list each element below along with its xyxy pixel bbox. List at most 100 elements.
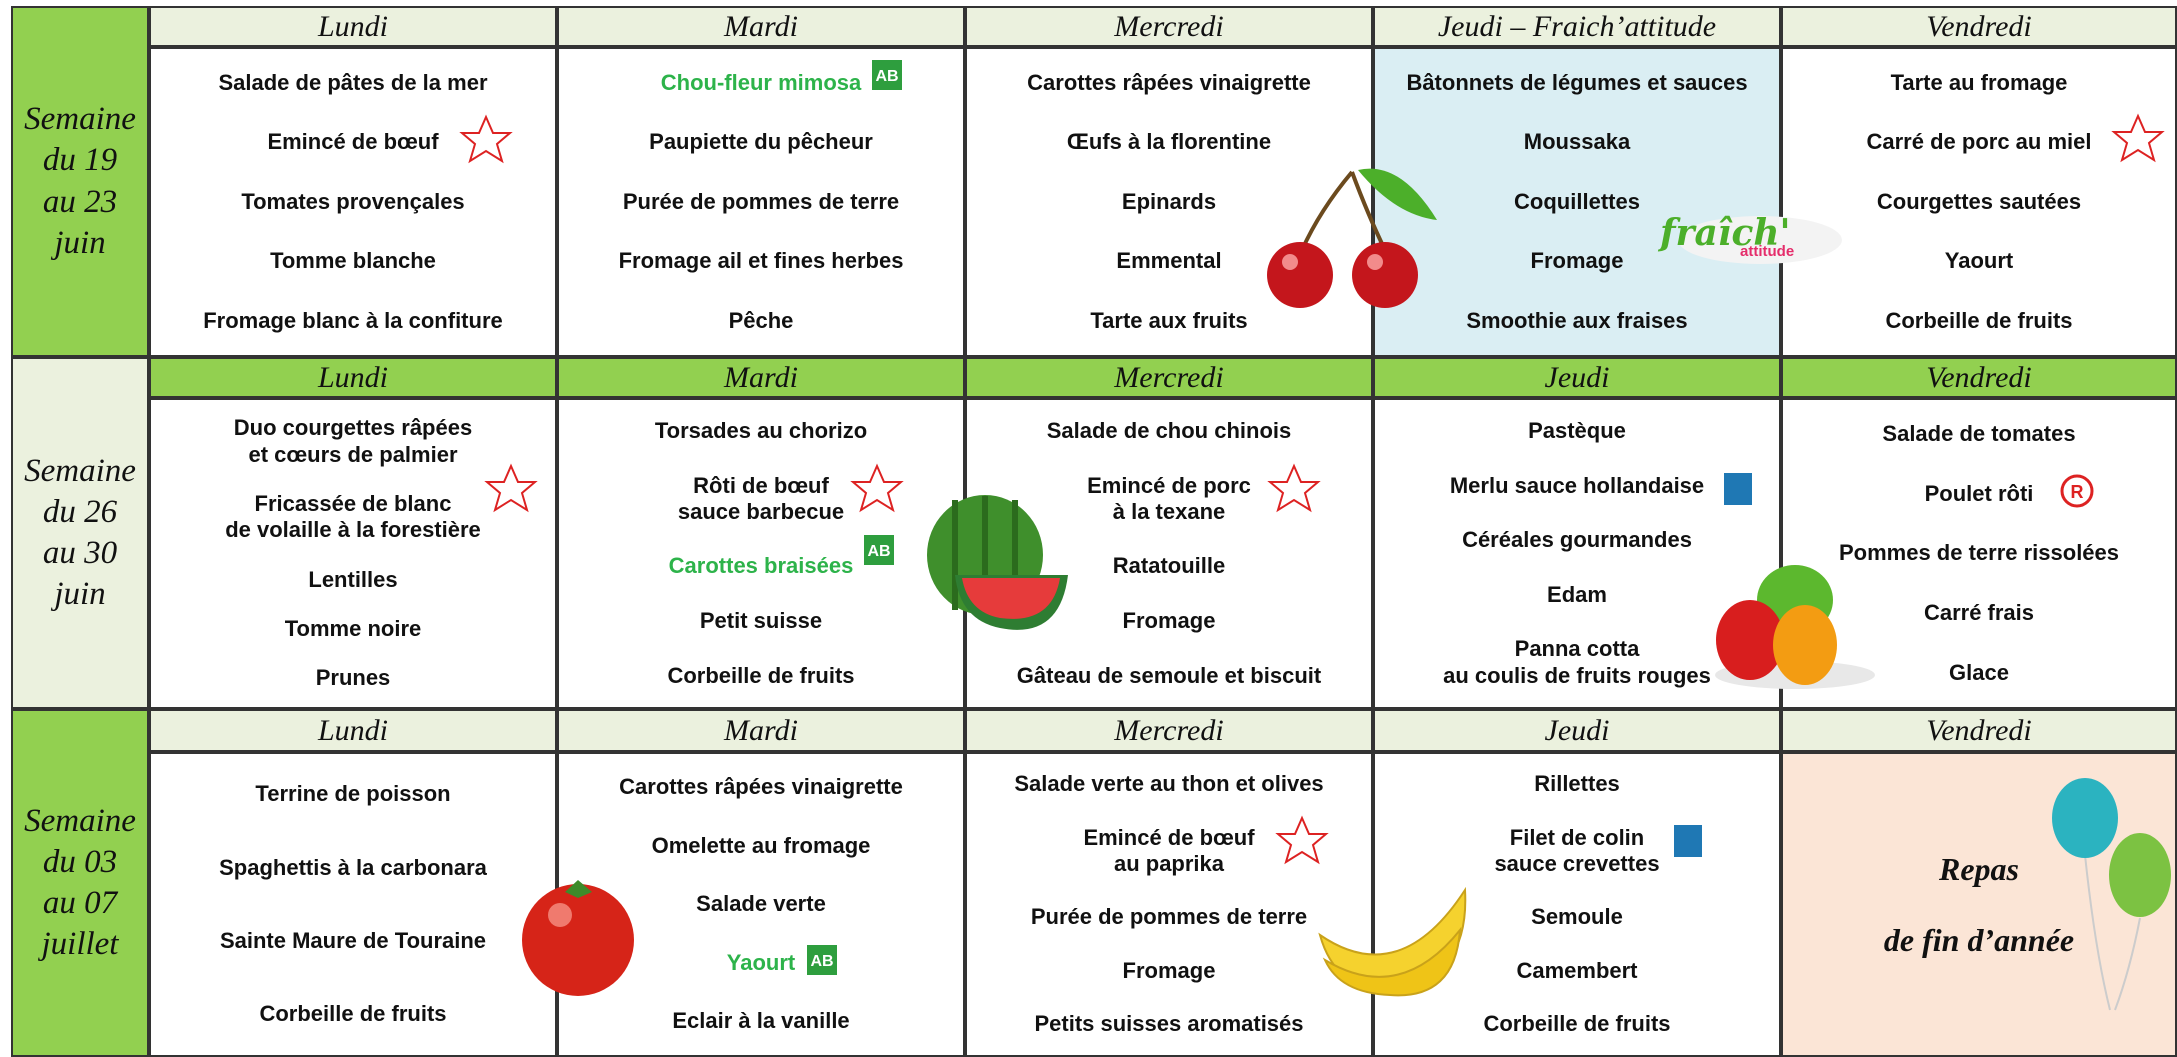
day-header: Lundi xyxy=(149,6,557,47)
menu-item: Céréales gourmandes xyxy=(1462,527,1692,553)
day-header: Mardi xyxy=(557,357,965,398)
menu-item: Tarte aux fruits xyxy=(1090,307,1248,333)
menu-item: Salade de chou chinois xyxy=(1046,418,1292,444)
menu-item: Œufs à la florentine xyxy=(1066,129,1272,155)
day-header: Mardi xyxy=(557,6,965,47)
menu-item: Salade de tomates xyxy=(1882,420,2076,446)
menu-item: Corbeille de fruits xyxy=(259,1001,447,1027)
menu-item: Torsades au chorizo xyxy=(654,418,868,444)
menu-item: Omelette au fromage xyxy=(651,832,871,858)
day-menu: Tarte au fromage Carré de porc au miel Cou… xyxy=(1781,47,2177,357)
day-header: Mercredi xyxy=(965,709,1373,752)
menu-item: Sainte Maure de Touraine xyxy=(219,927,487,953)
menu-item: Carré frais xyxy=(1923,600,2035,626)
day-menu: Duo courgettes râpées et cœurs de palmie… xyxy=(149,398,557,709)
menu-item: Ratatouille xyxy=(1112,553,1226,579)
menu-item: Emincé de porc à la texane xyxy=(1087,472,1251,524)
menu-item: Petits suisses aromatisés xyxy=(1034,1011,1304,1037)
menu-item: Courgettes sautées xyxy=(1876,188,2082,214)
day-menu: Chou-fleur mimosa Paupiette du pêcheur Pur… xyxy=(557,47,965,357)
menu-item: Rillettes xyxy=(1534,771,1620,797)
day-menu: Bâtonnets de légumes et sauces Moussaka Co… xyxy=(1373,47,1781,357)
menu-item: Corbeille de fruits xyxy=(667,662,855,688)
menu-item: Emincé de bœuf xyxy=(267,129,439,155)
menu-item: Salade verte au thon et olives xyxy=(1014,771,1324,797)
menu-item: Camembert xyxy=(1516,957,1638,983)
menu-item: Tomme blanche xyxy=(270,248,436,274)
day-menu: Terrine de poisson Spaghettis à la carbon… xyxy=(149,752,557,1057)
week-label: Semaine du 19 au 23 juin xyxy=(11,6,149,357)
menu-item: Lentilles xyxy=(308,566,398,592)
day-menu: Salade de pâtes de la mer Emincé de bœuf T… xyxy=(149,47,557,357)
menu-item: Duo courgettes râpées et cœurs de palmie… xyxy=(233,415,473,467)
menu-item: Fromage xyxy=(1122,608,1216,633)
menu-item: Filet de colin sauce crevettes xyxy=(1494,824,1660,877)
menu-item: Corbeille de fruits xyxy=(1483,1011,1671,1037)
menu-item: Tomme noire xyxy=(284,615,422,641)
menu-item: Emmental xyxy=(1116,248,1222,274)
day-header: Mardi xyxy=(557,709,965,752)
menu-item: Fromage xyxy=(1530,248,1624,274)
day-header: Vendredi xyxy=(1781,6,2177,47)
day-menu: Salade verte au thon et olives Emincé de … xyxy=(965,752,1373,1057)
menu-item: Rôti de bœuf sauce barbecue xyxy=(677,472,845,524)
menu-item: Carré de porc au miel xyxy=(1866,129,2092,155)
menu-item: Tomates provençales xyxy=(241,188,465,214)
menu-item: Purée de pommes de terre xyxy=(622,188,900,214)
menu-item: Chou-fleur mimosa xyxy=(660,69,862,95)
menu-item: Tarte au fromage xyxy=(1890,69,2068,95)
menu-item: Merlu sauce hollandaise xyxy=(1449,472,1705,498)
menu-item: Fromage ail et fines herbes xyxy=(618,248,904,274)
menu-item: Glace xyxy=(1949,659,2009,685)
day-header: Lundi xyxy=(149,709,557,752)
menu-item: Terrine de poisson xyxy=(255,781,451,807)
menu-item: Gâteau de semoule et biscuit xyxy=(1016,662,1322,688)
menu-item: Bâtonnets de légumes et sauces xyxy=(1406,69,1748,95)
menu-item: Spaghettis à la carbonara xyxy=(219,854,487,880)
menu-item: Carottes râpées vinaigrette xyxy=(619,774,903,800)
week-label: Semaine du 03 au 07 juillet xyxy=(11,709,149,1057)
menu-item: Epinards xyxy=(1121,188,1217,214)
day-menu: Carottes râpées vinaigrette Omelette au f… xyxy=(557,752,965,1057)
menu-item: Semoule xyxy=(1531,904,1623,930)
day-header: Mercredi xyxy=(965,357,1373,398)
menu-item: Pommes de terre rissolées xyxy=(1838,540,2120,566)
day-menu: Pastèque Merlu sauce hollandaise Céréales … xyxy=(1373,398,1781,709)
menu-item: Yaourt xyxy=(1944,248,2014,274)
menu-item: Corbeille de fruits xyxy=(1885,307,2073,333)
menu-item: Moussaka xyxy=(1523,129,1631,155)
menu-item: Eclair à la vanille xyxy=(672,1008,850,1034)
menu-item: Edam xyxy=(1547,581,1607,607)
menu-item: Yaourt xyxy=(726,949,796,975)
day-header: Vendredi xyxy=(1781,709,2177,752)
menu-item: Fricassée de blanc de volaille à la fore… xyxy=(225,491,481,543)
day-header: Jeudi – Fraich’attitude xyxy=(1373,6,1781,47)
day-header: Mercredi xyxy=(965,6,1373,47)
menu-item: Petit suisse xyxy=(699,608,823,633)
week-label: Semaine du 26 au 30 juin xyxy=(11,357,149,709)
day-header: Vendredi xyxy=(1781,357,2177,398)
day-header: Jeudi xyxy=(1373,357,1781,398)
menu-item: Carottes braisées xyxy=(668,553,854,579)
menu-item: Fromage xyxy=(1122,957,1216,983)
menu-item: Pastèque xyxy=(1528,418,1626,444)
menu-item: Purée de pommes de terre xyxy=(1030,904,1308,930)
menu-item: de fin d’année xyxy=(1883,921,2075,958)
menu-item: Pêche xyxy=(728,307,794,333)
menu-item: Salade verte xyxy=(696,891,826,917)
day-menu: Salade de tomates Poulet rôti Pommes de te… xyxy=(1781,398,2177,709)
menu-item: Prunes xyxy=(315,665,391,691)
day-menu: Torsades au chorizo Rôti de bœuf sauce ba… xyxy=(557,398,965,709)
menu-item: Emincé de bœuf au paprika xyxy=(1083,824,1255,877)
day-menu: Salade de chou chinois Emincé de porc à l… xyxy=(965,398,1373,709)
menu-item: Repas xyxy=(1939,851,2019,888)
day-header: Lundi xyxy=(149,357,557,398)
menu-item: Panna cotta au coulis de fruits rouges xyxy=(1443,636,1711,688)
menu-item: Smoothie aux fraises xyxy=(1466,307,1688,333)
menu-item: Salade de pâtes de la mer xyxy=(218,69,488,95)
menu-item: Poulet rôti xyxy=(1924,480,2034,506)
menu-item: Fromage blanc à la confiture xyxy=(203,307,503,333)
menu-item: Coquillettes xyxy=(1514,188,1640,214)
menu-item: Paupiette du pêcheur xyxy=(649,129,873,155)
